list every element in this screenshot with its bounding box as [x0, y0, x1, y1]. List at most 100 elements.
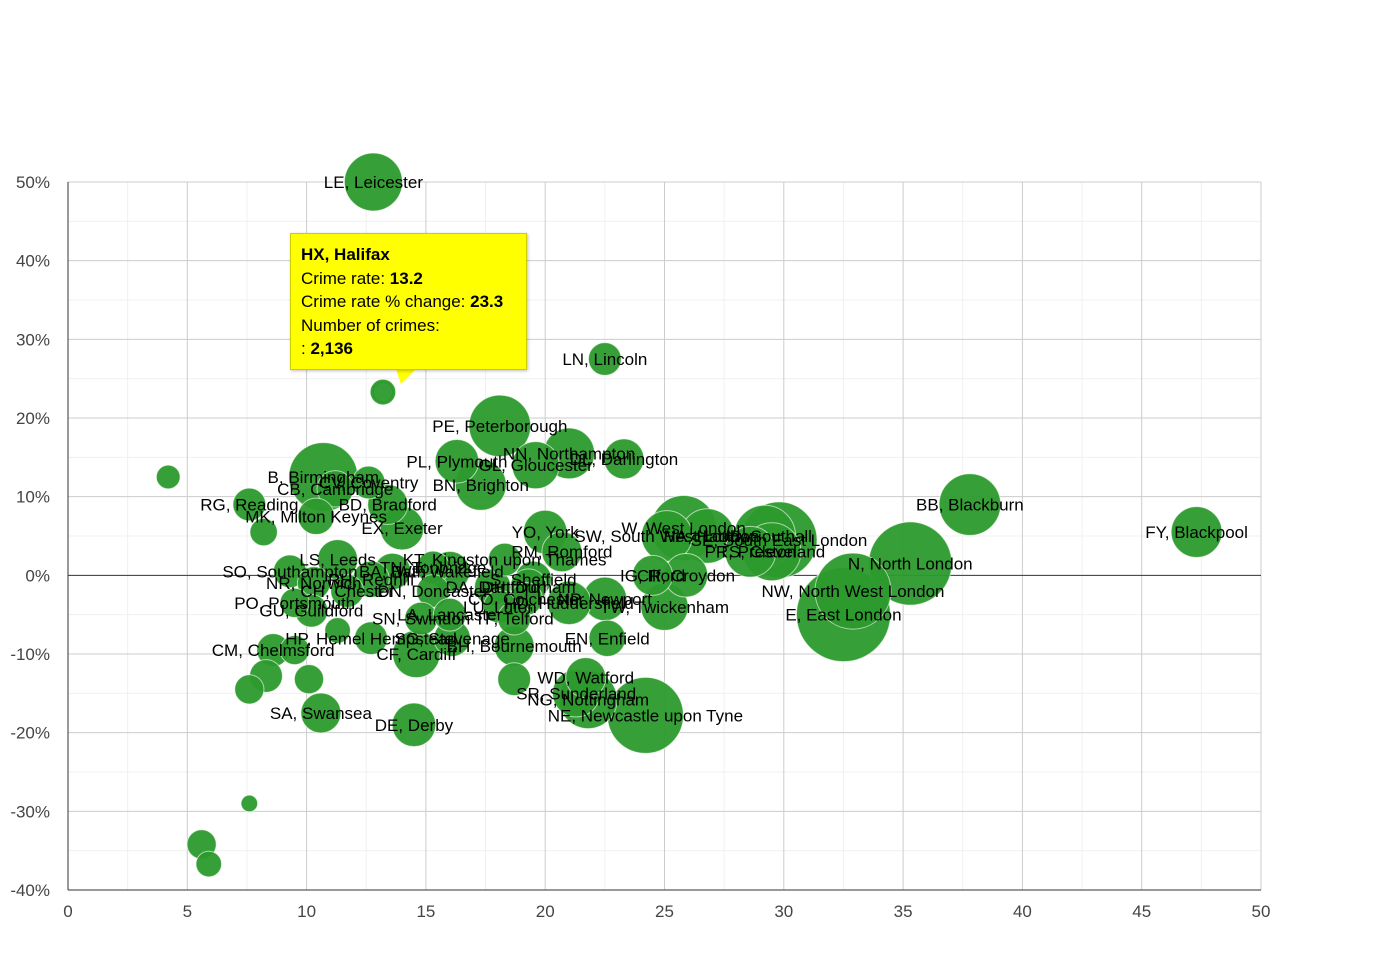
data-bubble — [324, 617, 351, 644]
x-tick-label: 10 — [297, 902, 316, 921]
data-bubble — [391, 702, 437, 748]
x-tick-label: 40 — [1013, 902, 1032, 921]
data-bubble — [297, 497, 335, 536]
y-tick-label: 0% — [25, 566, 50, 585]
data-bubble — [434, 438, 480, 484]
tooltip-pointer — [395, 366, 419, 384]
bubble-label: GL, Gloucester — [478, 456, 593, 475]
data-bubble — [511, 441, 560, 490]
data-bubble — [541, 531, 583, 573]
tooltip-crimes-value: 2,136 — [310, 339, 353, 358]
bubble-label: W, West London — [621, 519, 745, 538]
bubble-label: SG, Stevenage — [394, 629, 509, 648]
y-tick-label: 30% — [16, 330, 50, 349]
data-bubble — [588, 619, 626, 657]
data-bubble — [497, 601, 532, 636]
data-bubble — [343, 152, 403, 212]
bubble-label: LU, Luton — [463, 598, 537, 617]
data-bubble — [938, 473, 1002, 536]
bubble-label: E, East London — [785, 606, 901, 625]
data-bubble — [234, 674, 265, 705]
x-tick-label: 5 — [183, 902, 192, 921]
bubble-label: TS, Cleveland — [718, 543, 825, 562]
bubble-label: CB, Cambridge — [277, 480, 393, 499]
bubble-label: B, Birmingham — [268, 468, 379, 487]
bubble-label: WD, Watford — [537, 669, 634, 688]
bubble-label: RG, Reading — [200, 496, 298, 515]
data-bubble — [195, 850, 223, 878]
data-bubble — [354, 621, 388, 656]
bubble-label: CO, Colchester — [468, 590, 585, 609]
x-tick-label: 15 — [416, 902, 435, 921]
x-tick-label: 25 — [655, 902, 674, 921]
bubble-label: NE, Newcastle upon Tyne — [548, 706, 743, 725]
bubble-label: WF, Wakefield — [396, 562, 504, 581]
bubble-label: DH, Durham — [481, 578, 575, 597]
bubble-label: PE, Peterborough — [432, 417, 567, 436]
x-tick-label: 30 — [774, 902, 793, 921]
bubble-label: SO, Southampton — [222, 562, 357, 581]
bubble-label: LA, Lancaster — [397, 606, 502, 625]
bubble-label: NR, Norwich — [266, 574, 361, 593]
data-bubble — [369, 378, 397, 406]
bubble-label: UB, Southall — [717, 527, 812, 546]
data-bubble — [565, 657, 607, 699]
bubble-label: HA, Harrow — [664, 527, 753, 546]
data-bubble — [1170, 506, 1223, 558]
data-bubble — [587, 342, 622, 376]
data-bubble — [724, 525, 777, 578]
bubble-label: YO, York — [512, 523, 580, 542]
bubble-label: EX, Exeter — [361, 519, 443, 538]
bubble-label: EN, Enfield — [565, 629, 650, 648]
bubble-label: DL, Darlington — [570, 450, 679, 469]
data-bubble — [249, 517, 278, 547]
bubble-label: SE, South East London — [691, 531, 868, 550]
bubble-label: CF, Cardiff — [376, 645, 456, 664]
y-tick-label: 50% — [16, 173, 50, 192]
bubble-label: NW, North West London — [761, 582, 944, 601]
bubble-label: DA, Dartford — [445, 578, 539, 597]
x-tick-label: 0 — [63, 902, 72, 921]
y-tick-label: 10% — [16, 488, 50, 507]
bubble-label: NP, Newport — [558, 590, 652, 609]
tooltip-crimes-label: Number of crimes: — [301, 315, 440, 335]
bubble-label: CV, Coventry — [319, 474, 419, 493]
y-tick-label: 40% — [16, 252, 50, 271]
bubble-label: HP, Hemel Hempstead — [285, 629, 457, 648]
data-bubble — [300, 692, 342, 734]
bubble-label: SR, Sunderland — [516, 684, 636, 703]
bubble-label: IG, Ilford — [620, 566, 685, 585]
bubble-label: LN, Lincoln — [562, 350, 647, 369]
y-tick-label: -40% — [10, 881, 50, 900]
bubble-label: LS, Leeds — [299, 551, 376, 570]
x-tick-label: 35 — [894, 902, 913, 921]
bubble-label: BB, Blackburn — [916, 496, 1024, 515]
bubble-label: TN, Tonbridge — [380, 558, 486, 577]
bubble-label: RH, Redhill — [328, 570, 414, 589]
x-tick-label: 45 — [1132, 902, 1151, 921]
data-bubble — [814, 552, 892, 630]
bubble-label: S, Sheffield — [490, 570, 577, 589]
data-bubble — [330, 574, 365, 608]
bubble-label: SN, Swindon — [372, 610, 470, 629]
bubble-label: NG, Nottingham — [527, 691, 649, 710]
bubble-label: SA, Swansea — [270, 704, 373, 723]
bubble-label: BN, Brighton — [433, 476, 529, 495]
tooltip-rate-label: Crime rate: — [301, 268, 390, 288]
data-bubble — [293, 664, 325, 695]
data-bubble — [279, 587, 310, 618]
bubble-label: CR, Croydon — [637, 566, 735, 585]
highlight-ring — [372, 381, 394, 403]
data-bubble — [487, 542, 522, 577]
chart-tooltip: HX, Halifax Crime rate: 13.2 Crime rate … — [290, 233, 527, 370]
bubble-label: FY, Blackpool — [1145, 523, 1248, 542]
bubble-label: MK, Milton Keynes — [245, 507, 387, 526]
tooltip-rate-value: 13.2 — [389, 268, 423, 288]
bubble-label: CM, Chelmsford — [212, 641, 335, 660]
y-tick-label: 20% — [16, 409, 50, 428]
bubble-label: HD, Huddersfield — [504, 594, 633, 613]
data-bubble — [468, 394, 532, 458]
y-tick-label: -10% — [10, 645, 50, 664]
data-bubble — [497, 662, 532, 697]
